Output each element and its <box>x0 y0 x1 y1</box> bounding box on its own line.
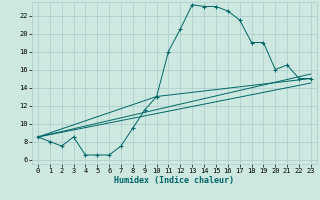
X-axis label: Humidex (Indice chaleur): Humidex (Indice chaleur) <box>115 176 234 185</box>
